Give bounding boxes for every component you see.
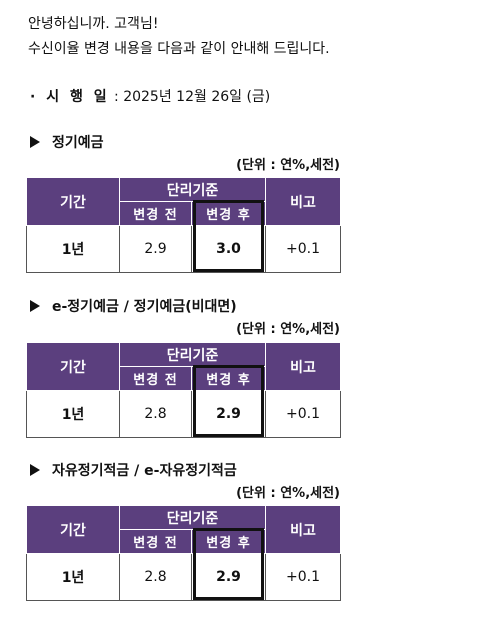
cell-period: 1년 <box>26 225 120 273</box>
cell-before-rate: 2.9 <box>119 225 192 273</box>
triangle-bullet-icon <box>30 464 40 476</box>
unit-label: (단위 : 연%,세전) <box>236 158 340 173</box>
section-title-savings: 자유정기적금 / e-자유정기적금 <box>30 462 237 480</box>
cell-before-rate: 2.8 <box>119 390 192 438</box>
cell-note: +0.1 <box>265 225 341 273</box>
rate-table-fixed-deposit: 기간 단리기준 비고 변경 전 변경 후 1년 2.9 3.0 +0.1 <box>26 177 341 273</box>
cell-note: +0.1 <box>265 390 341 438</box>
triangle-bullet-icon <box>30 136 40 148</box>
effective-date-value: : 2025년 12월 26일 (금) <box>114 89 271 105</box>
header-period: 기간 <box>26 505 120 554</box>
header-period: 기간 <box>26 177 120 226</box>
cell-period: 1년 <box>26 390 120 438</box>
header-simple-rate: 단리기준 <box>119 342 266 367</box>
header-before: 변경 전 <box>119 366 192 391</box>
header-note: 비고 <box>265 505 341 554</box>
header-period: 기간 <box>26 342 120 391</box>
unit-label: (단위 : 연%,세전) <box>236 322 340 337</box>
cell-after-rate: 2.9 <box>191 553 266 601</box>
cell-note: +0.1 <box>265 553 341 601</box>
cell-after-rate: 2.9 <box>191 390 266 438</box>
cell-after-rate: 3.0 <box>191 225 266 273</box>
header-note: 비고 <box>265 177 341 226</box>
notice-line: 수신이율 변경 내용을 다음과 같이 안내해 드립니다. <box>28 41 330 57</box>
header-after: 변경 후 <box>191 366 266 391</box>
header-after: 변경 후 <box>191 201 266 226</box>
header-after: 변경 후 <box>191 529 266 554</box>
triangle-bullet-icon <box>30 300 40 312</box>
section-title-text: 자유정기적금 / e-자유정기적금 <box>52 463 237 479</box>
unit-label: (단위 : 연%,세전) <box>236 486 340 501</box>
header-simple-rate: 단리기준 <box>119 505 266 530</box>
effective-date: · 시 행 일 : 2025년 12월 26일 (금) <box>30 87 270 107</box>
header-simple-rate: 단리기준 <box>119 177 266 202</box>
header-note: 비고 <box>265 342 341 391</box>
cell-before-rate: 2.8 <box>119 553 192 601</box>
section-title-fixed-deposit: 정기예금 <box>30 134 104 152</box>
rate-table-online-deposit: 기간 단리기준 비고 변경 전 변경 후 1년 2.8 2.9 +0.1 <box>26 342 341 438</box>
section-title-text: e-정기예금 / 정기예금(비대면) <box>52 299 237 315</box>
rate-table-savings: 기간 단리기준 비고 변경 전 변경 후 1년 2.8 2.9 +0.1 <box>26 505 341 601</box>
cell-period: 1년 <box>26 553 120 601</box>
section-title-text: 정기예금 <box>52 135 104 151</box>
header-before: 변경 전 <box>119 529 192 554</box>
effective-date-label: · 시 행 일 <box>30 89 110 105</box>
header-before: 변경 전 <box>119 201 192 226</box>
greeting-line: 안녕하십니까. 고객님! <box>28 16 159 32</box>
section-title-online-deposit: e-정기예금 / 정기예금(비대면) <box>30 298 237 316</box>
